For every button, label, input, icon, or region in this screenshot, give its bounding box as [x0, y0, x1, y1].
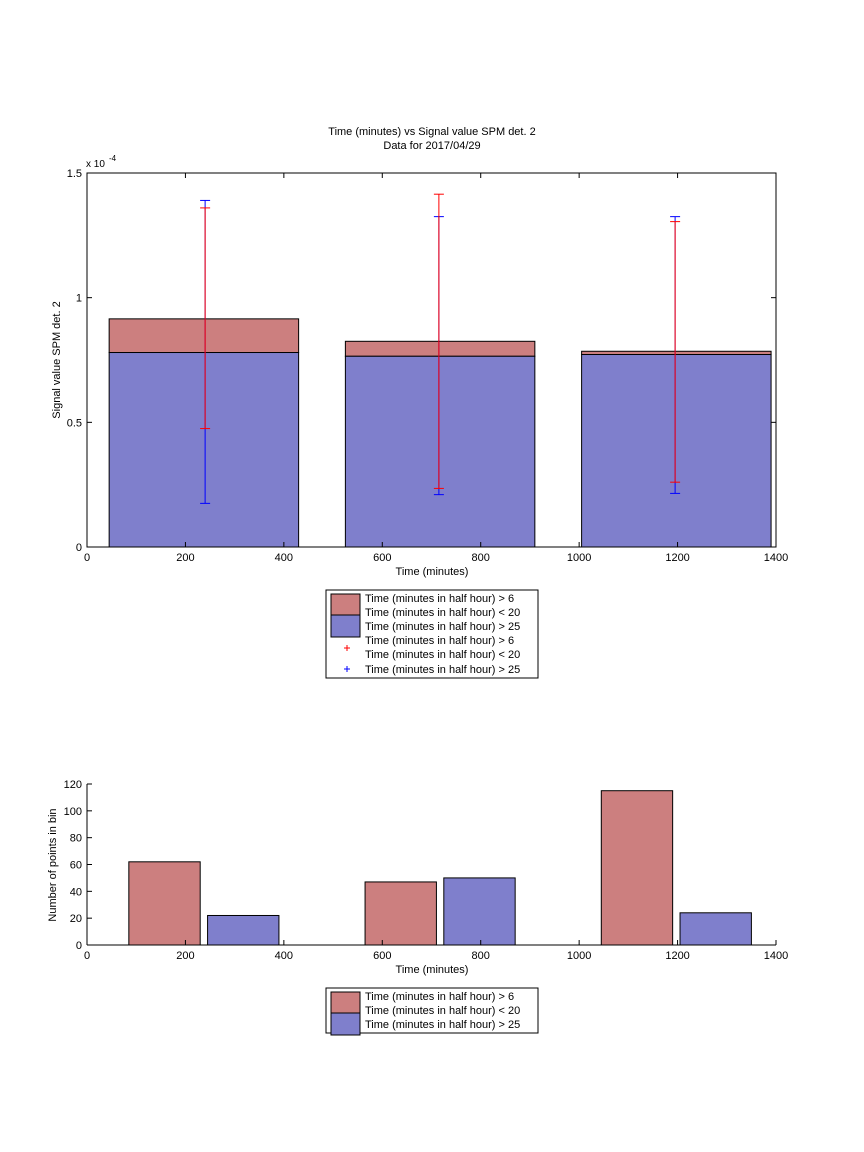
- chart2-ytick-label: 40: [70, 886, 82, 898]
- chart2-ytick-label: 100: [64, 806, 82, 818]
- chart1-bar-lower-1: [108, 352, 300, 548]
- chart1-xtick-label: 600: [373, 552, 391, 564]
- legend1-entry2: Time (minutes in half hour) > 25: [365, 621, 520, 633]
- chart1-bar-upper-2: [344, 340, 536, 357]
- chart1-subtitle: Data for 2017/04/29: [383, 140, 480, 152]
- legend2-swatch-series1: [330, 991, 361, 1015]
- chart1-errorbars: [200, 193, 681, 504]
- legend1-entry3-line2: Time (minutes in half hour) < 20: [365, 649, 520, 661]
- legend1-swatch-series1: [330, 593, 361, 617]
- chart1-legend: Time (minutes in half hour) > 6 Time (mi…: [325, 589, 539, 679]
- chart2-ytick-label: 80: [70, 833, 82, 845]
- chart2-bars: [128, 790, 752, 946]
- chart1-bar-lower-3: [581, 354, 772, 548]
- chart2-xtick-label: 0: [84, 950, 90, 962]
- chart1-exponent-base: x 10: [86, 159, 105, 170]
- chart2-xtick-label: 1400: [764, 950, 788, 962]
- chart2-legend: Time (minutes in half hour) > 6 Time (mi…: [325, 987, 539, 1036]
- chart2-bar-5: [600, 790, 674, 946]
- legend1-entry1-line2: Time (minutes in half hour) < 20: [365, 607, 520, 619]
- chart2-xlabel: Time (minutes): [396, 964, 469, 976]
- chart1-ytick-label: 0.5: [67, 417, 82, 429]
- legend1-marker-err1: [344, 645, 350, 651]
- chart1-ylabel: Signal value SPM det. 2: [51, 301, 63, 418]
- chart1-ytick-label: 1.5: [67, 168, 82, 180]
- legend2-swatch-series2: [330, 1012, 361, 1036]
- legend1-entry4: Time (minutes in half hour) > 25: [365, 664, 520, 676]
- chart2-xtick-label: 600: [373, 950, 391, 962]
- chart2-ytick-label: 0: [76, 940, 82, 952]
- chart2-xtick-label: 200: [176, 950, 194, 962]
- chart2-bar-3: [364, 881, 437, 946]
- chart1-errorbar-series1-2: [433, 193, 444, 489]
- chart2-xtick-label: 1200: [665, 950, 689, 962]
- chart1-title: Time (minutes) vs Signal value SPM det. …: [328, 126, 535, 138]
- chart1-errorbar-series1-3: [670, 221, 681, 483]
- chart1-axes-box: [86, 172, 777, 548]
- chart2-bar-1: [128, 861, 201, 946]
- chart2-ytick-label: 60: [70, 860, 82, 872]
- chart1-xtick-label: 1200: [665, 552, 689, 564]
- chart1-xtick-label: 400: [275, 552, 293, 564]
- chart1-bar-lower-2: [344, 355, 536, 548]
- legend1-entry1-line1: Time (minutes in half hour) > 6: [365, 593, 514, 605]
- chart1-ytick-label: 0: [76, 542, 82, 554]
- chart1-xtick-label: 1400: [764, 552, 788, 564]
- chart1-errorbar-series1-1: [200, 207, 211, 430]
- legend2-entry2: Time (minutes in half hour) > 25: [365, 1019, 520, 1031]
- chart2-xtick-label: 800: [472, 950, 490, 962]
- chart1-xtick-label: 1000: [567, 552, 591, 564]
- chart1-xtick-label: 200: [176, 552, 194, 564]
- chart2-ylabel: Number of points in bin: [47, 808, 59, 921]
- legend1-entry3-line1: Time (minutes in half hour) > 6: [365, 635, 514, 647]
- chart1-ytick-label: 1: [76, 293, 82, 305]
- legend1-marker-err2: [344, 666, 350, 672]
- chart2-bar-6: [679, 912, 752, 946]
- chart1-exponent: x 10 -4: [86, 154, 117, 170]
- chart2-xtick-label: 1000: [567, 950, 591, 962]
- chart1-xtick-label: 800: [472, 552, 490, 564]
- chart1-xtick-label: 0: [84, 552, 90, 564]
- chart2-xtick-label: 400: [275, 950, 293, 962]
- chart1-xlabel: Time (minutes): [396, 566, 469, 578]
- chart1-bars: [108, 318, 772, 548]
- legend1-swatch-series2: [330, 614, 361, 638]
- legend2-entry1-line2: Time (minutes in half hour) < 20: [365, 1005, 520, 1017]
- legend2-entry1-line1: Time (minutes in half hour) > 6: [365, 991, 514, 1003]
- chart1-legend-box: [325, 589, 539, 679]
- chart2-ytick-label: 120: [64, 779, 82, 791]
- chart2-ticks: 0 200 400 600 800 1000 1200 1400 0 20 40 60 80 100 120: [64, 779, 789, 962]
- chart1-exponent-power: -4: [109, 154, 117, 163]
- chart2-bar-2: [207, 914, 280, 946]
- chart1-bar-upper-1: [108, 318, 300, 354]
- chart2-legend-box: [325, 987, 539, 1034]
- chart2-bar-4: [443, 877, 516, 946]
- chart2-ytick-label: 20: [70, 913, 82, 925]
- chart1-ticks: 0 200 400 600 800 1000 1200 1400 0 0.5 1 1.5: [67, 168, 789, 564]
